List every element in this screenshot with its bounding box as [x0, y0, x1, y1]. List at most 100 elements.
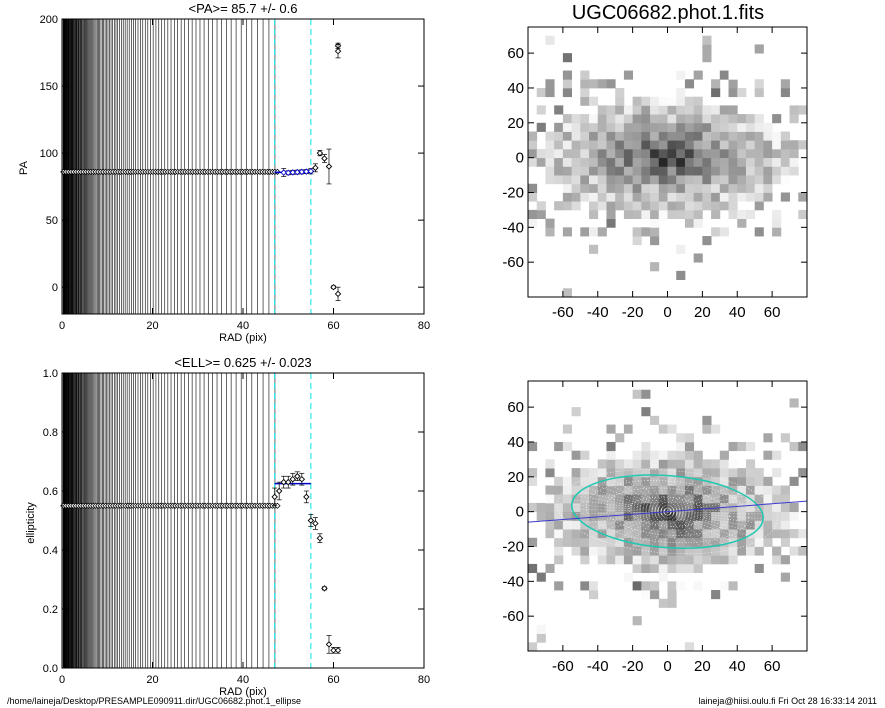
- image-pixel: [745, 485, 756, 495]
- image-pixel: [641, 389, 651, 399]
- isophote-ellipse: [557, 469, 778, 555]
- image-pixel: [589, 96, 599, 106]
- image-pixel: [684, 511, 695, 521]
- image-pixel: [641, 529, 651, 539]
- data-point: [321, 585, 328, 592]
- image-pixel: [711, 459, 721, 469]
- image-pixel: [737, 114, 747, 124]
- image-pixel: [562, 502, 572, 513]
- image-pixel: [737, 537, 747, 547]
- image-pixel: [745, 502, 756, 513]
- ellipse-spoke: [667, 511, 762, 524]
- image-pixel: [711, 87, 721, 98]
- ellipse-spoke: [585, 487, 668, 512]
- image-pixel: [554, 502, 564, 513]
- image-pixel: [728, 555, 738, 565]
- image-pixel: [650, 201, 660, 211]
- image-pixel: [684, 218, 695, 228]
- image-pixel: [763, 502, 773, 513]
- image-pixel: [667, 537, 677, 547]
- image-pixel: [719, 520, 729, 530]
- image-pixel: [693, 476, 703, 486]
- image-pixel: [571, 192, 581, 202]
- image-pixel: [711, 175, 721, 185]
- image-pixel: [658, 572, 668, 582]
- image-pixel: [589, 485, 599, 495]
- image-pixel: [623, 546, 634, 556]
- image-pixel: [684, 502, 695, 513]
- image-pixel: [676, 529, 686, 539]
- image-pixel: [606, 157, 616, 167]
- ellipse-spoke: [667, 476, 683, 512]
- image-pixel: [693, 529, 703, 539]
- image-pixel: [798, 546, 807, 556]
- image-pixel: [650, 96, 660, 106]
- image-pixel: [711, 555, 721, 565]
- image-pixel: [650, 209, 660, 220]
- image-pixel: [615, 511, 625, 521]
- image-pixel: [754, 201, 764, 211]
- image-pixel: [597, 183, 607, 193]
- image-pixel: [693, 114, 703, 124]
- image-pixel: [597, 468, 607, 478]
- image-pixel: [589, 140, 599, 150]
- image-pixel: [745, 520, 756, 530]
- image-pixel: [693, 192, 703, 202]
- image-pixel: [641, 96, 651, 106]
- image-pixel: [667, 183, 677, 193]
- image-pixel: [780, 502, 790, 513]
- image-pixel: [754, 183, 764, 193]
- image-pixel: [676, 140, 686, 150]
- image-pixel: [745, 529, 756, 539]
- image-pixel: [650, 166, 660, 176]
- image-pixel: [684, 79, 695, 89]
- image-pixel: [650, 262, 660, 272]
- image-pixel: [589, 546, 599, 556]
- ellipticity-plot: <ELL>= 0.625 +/- 0.023 0 20 40 60 80 0.0 0.2 0.…: [25, 355, 430, 698]
- image-pixel: [719, 114, 729, 124]
- image-pixel: [623, 114, 634, 124]
- image-pixel: [597, 192, 607, 202]
- image-pixel: [789, 529, 799, 539]
- image-pixel: [737, 157, 747, 167]
- image-pixel: [676, 131, 686, 141]
- x-tick-label: 20: [694, 304, 711, 321]
- image-pixel: [754, 563, 764, 574]
- image-pixel: [650, 485, 660, 495]
- y-tick-label: 0.0: [43, 663, 58, 675]
- image-pixel: [632, 555, 642, 565]
- image-pixel: [606, 218, 616, 228]
- image-pixel: [658, 476, 668, 486]
- image-pixel: [589, 175, 599, 185]
- image-pixel: [658, 175, 668, 185]
- image-pixel: [702, 546, 712, 556]
- image-pixel: [623, 183, 634, 193]
- image-pixel: [728, 201, 738, 211]
- image-pixel: [597, 122, 607, 132]
- ellipse-spoke: [573, 499, 668, 512]
- image-pixel: [719, 227, 729, 237]
- ellipse-spoke: [667, 509, 761, 512]
- image-pixel: [772, 555, 782, 565]
- image-pixel: [719, 581, 729, 591]
- image-pixel: [711, 227, 721, 237]
- image-pixel: [702, 502, 712, 513]
- image-pixel: [684, 459, 695, 469]
- image-pixel: [676, 201, 686, 211]
- image-pixel: [780, 157, 790, 167]
- image-pixel: [745, 175, 756, 185]
- image-pixel: [711, 511, 721, 521]
- image-pixel: [728, 148, 738, 159]
- image-pixel: [650, 468, 660, 478]
- image-pixel: [711, 424, 721, 434]
- image-pixel: [702, 236, 712, 246]
- image-pixel: [667, 520, 677, 530]
- image-pixel: [562, 79, 572, 89]
- image-pixel: [623, 140, 634, 150]
- image-pixel: [667, 105, 677, 115]
- image-pixel: [763, 140, 773, 150]
- image-pixel: [667, 494, 677, 504]
- image-pixel: [632, 183, 642, 193]
- data-point: [289, 475, 297, 483]
